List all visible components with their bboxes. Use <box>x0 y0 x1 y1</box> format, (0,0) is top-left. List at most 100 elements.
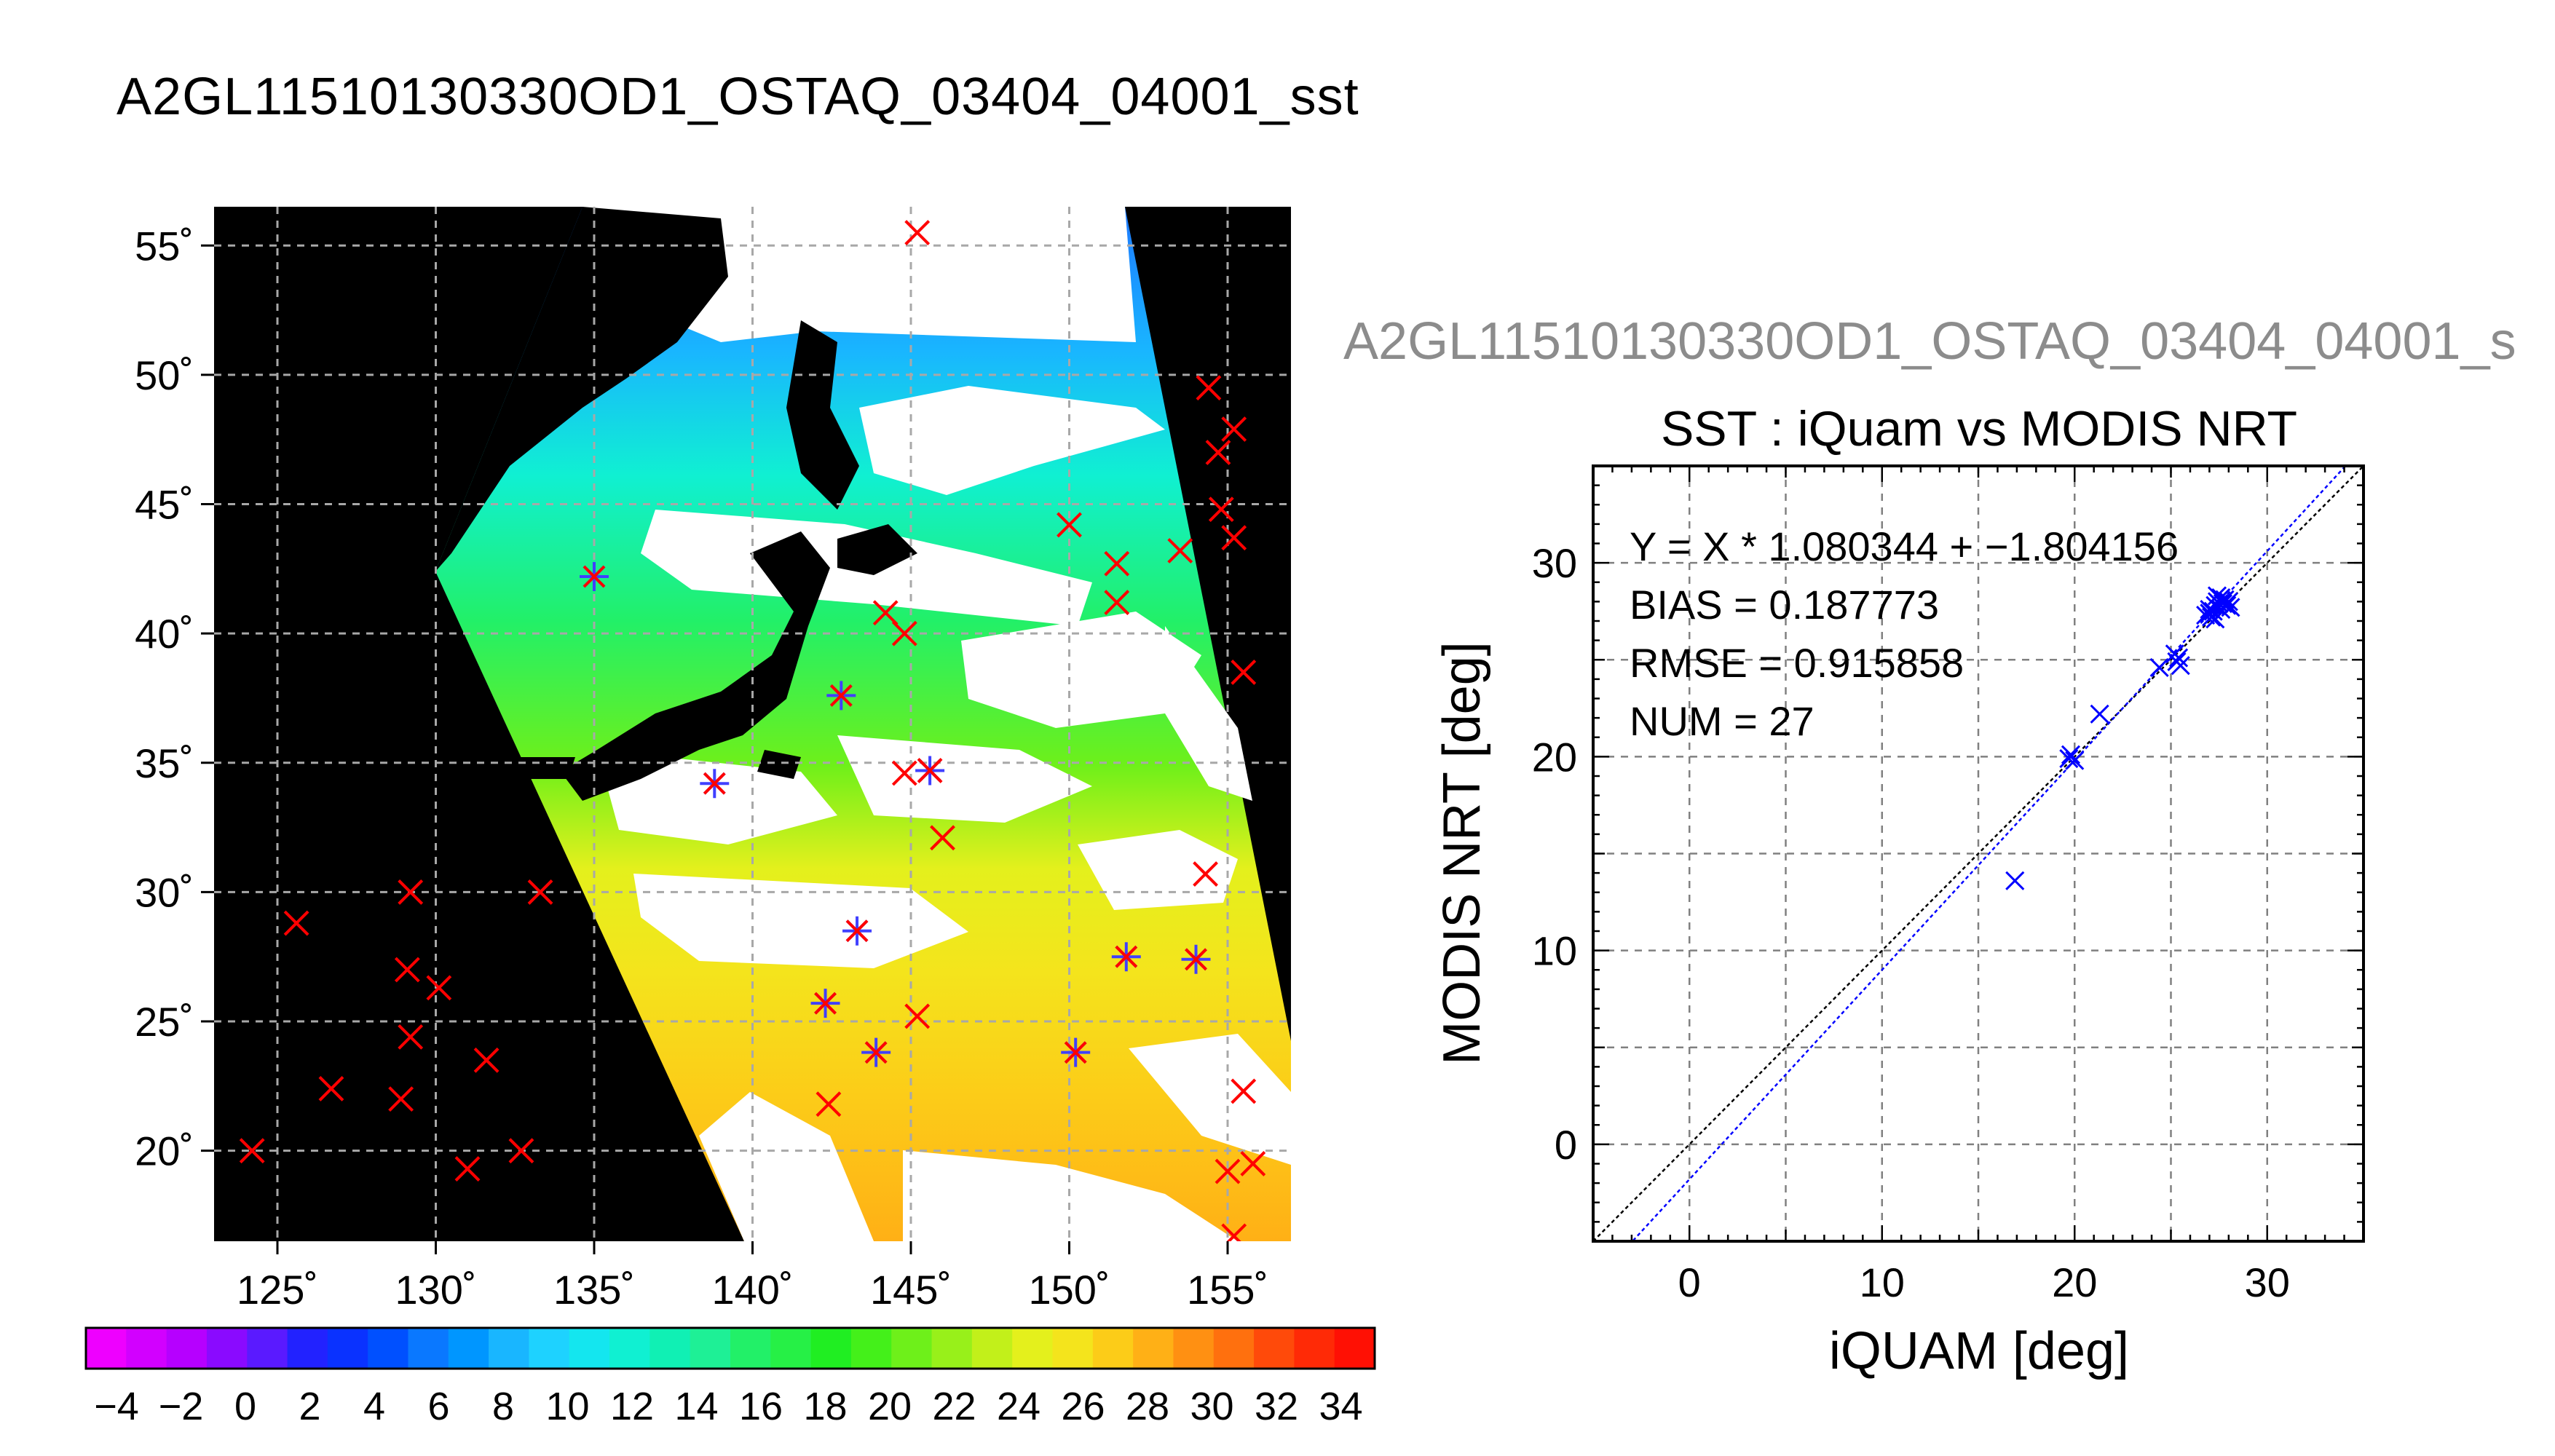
colorbar <box>84 1326 1376 1370</box>
matched-iquam-marker <box>1064 1041 1087 1064</box>
iquam-marker <box>454 1156 481 1182</box>
map-lat-label: 30˚ <box>135 869 194 915</box>
scatter-point <box>2221 598 2240 617</box>
colorbar-label: 10 <box>545 1385 589 1428</box>
map-axis-ticks <box>201 244 1229 1254</box>
num-stat: NUM = 27 <box>1630 698 1814 744</box>
map-lon-label: 145˚ <box>870 1267 952 1313</box>
scatter-x-tick-label: 0 <box>1678 1259 1701 1305</box>
colorbar-frame <box>84 1326 1376 1370</box>
iquam-marker <box>891 760 917 786</box>
colorbar-label: −2 <box>159 1385 204 1428</box>
colorbar-swatch <box>609 1328 650 1369</box>
colorbar-label: 0 <box>234 1385 256 1428</box>
iquam-marker <box>816 1091 842 1117</box>
map-lat-label: 45˚ <box>135 482 194 528</box>
iquam-marker <box>1215 1158 1241 1184</box>
iquam-marker <box>398 1024 424 1050</box>
scatter-point <box>2171 656 2190 676</box>
iquam-marker <box>508 1138 534 1164</box>
colorbar-swatch <box>368 1328 409 1369</box>
matched-iquam-marker <box>845 919 869 943</box>
colorbar-label: 8 <box>492 1385 514 1428</box>
map-lat-label: 35˚ <box>135 740 194 786</box>
iquam-marker <box>1057 512 1082 538</box>
colorbar-label: 30 <box>1190 1385 1233 1428</box>
matched-iquam-marker <box>829 684 853 707</box>
colorbar-swatch <box>206 1328 248 1369</box>
colorbar-swatch <box>1092 1328 1134 1369</box>
iquam-marker <box>1221 416 1247 442</box>
colorbar-label: 22 <box>932 1385 976 1428</box>
scatter-y-tick-label: 20 <box>1532 734 1577 780</box>
scatter-y-tick-label: 10 <box>1532 928 1577 974</box>
iquam-marker <box>1221 1223 1247 1241</box>
colorbar-swatch <box>770 1328 812 1369</box>
scatter-point <box>2065 751 2085 770</box>
iquam-marker <box>398 879 424 905</box>
iquam-marker <box>1240 1151 1266 1176</box>
iquam-marker <box>1231 660 1257 685</box>
matched-iquam-marker <box>814 992 837 1015</box>
colorbar-swatch <box>850 1328 892 1369</box>
scatter-point <box>2205 609 2225 629</box>
scatter-y-tick-label: 0 <box>1555 1122 1577 1168</box>
scatter-point <box>2203 601 2223 621</box>
fit-equation: Y = X * 1.080344 + −1.804156 <box>1630 523 2179 569</box>
scatter-point <box>2090 704 2109 724</box>
colorbar-swatch <box>1213 1328 1255 1369</box>
iquam-marker <box>930 825 955 851</box>
colorbar-swatch <box>327 1328 368 1369</box>
colorbar-swatch <box>891 1328 933 1369</box>
scatter-point <box>2201 607 2222 627</box>
colorbar-label: 6 <box>427 1385 449 1428</box>
scatter-point <box>2149 657 2169 677</box>
colorbar-swatch <box>1294 1328 1335 1369</box>
colorbar-label: 18 <box>803 1385 847 1428</box>
iquam-marker <box>239 1138 265 1164</box>
scatter-gridlines <box>1593 466 2364 1241</box>
colorbar-swatch <box>126 1328 167 1369</box>
matched-iquam-marker <box>1185 948 1207 971</box>
colorbar-swatch <box>649 1328 691 1369</box>
one-to-one-line <box>1593 466 2364 1241</box>
map-lat-label: 25˚ <box>135 999 194 1045</box>
matched-iquam-marker <box>1115 945 1138 968</box>
scatter-title: SST : iQuam vs MODIS NRT <box>1661 401 2297 456</box>
iquam-marker <box>1196 375 1222 401</box>
scatter-point <box>2169 648 2189 668</box>
colorbar-swatch <box>690 1328 731 1369</box>
y-axis-label: MODIS NRT [deg] <box>1433 641 1491 1065</box>
iquam-marker <box>1208 496 1234 523</box>
colorbar-swatch <box>1133 1328 1174 1369</box>
scatter-y-tick-label: 30 <box>1532 540 1577 586</box>
map-lon-label: 135˚ <box>553 1267 635 1313</box>
iquam-marker <box>1193 861 1218 887</box>
scatter-point <box>2005 871 2025 890</box>
map-lon-label: 125˚ <box>237 1267 318 1313</box>
colorbar-label: 34 <box>1319 1385 1362 1428</box>
scatter-point <box>2059 748 2079 769</box>
colorbar-swatch <box>971 1328 1013 1369</box>
colorbar-swatch <box>529 1328 570 1369</box>
matched-iquam-marker <box>583 565 606 588</box>
colorbar-label: 2 <box>299 1385 320 1428</box>
iquam-marker <box>891 620 917 646</box>
colorbar-label: −4 <box>94 1385 139 1428</box>
map-lat-label: 55˚ <box>135 223 194 269</box>
colorbar-label: 12 <box>610 1385 654 1428</box>
colorbar-swatch <box>931 1328 973 1369</box>
scatter-point <box>2219 592 2238 612</box>
colorbar-swatch <box>810 1328 852 1369</box>
iquam-marker <box>388 1086 414 1112</box>
iquam-marker <box>1104 550 1130 577</box>
scatter-subtitle: A2GL11510130330OD1_OSTAQ_03404_04001_s <box>1343 312 2516 371</box>
colorbar-label: 32 <box>1255 1385 1298 1428</box>
scatter-x-tick-label: 10 <box>1860 1259 1905 1305</box>
swath-sst <box>435 207 1291 1241</box>
map-gridlines <box>214 207 1291 1241</box>
iquam-marker <box>394 957 420 983</box>
colorbar-swatch <box>1052 1328 1094 1369</box>
iquam-marker <box>473 1047 499 1073</box>
colorbar-swatch <box>247 1328 288 1369</box>
